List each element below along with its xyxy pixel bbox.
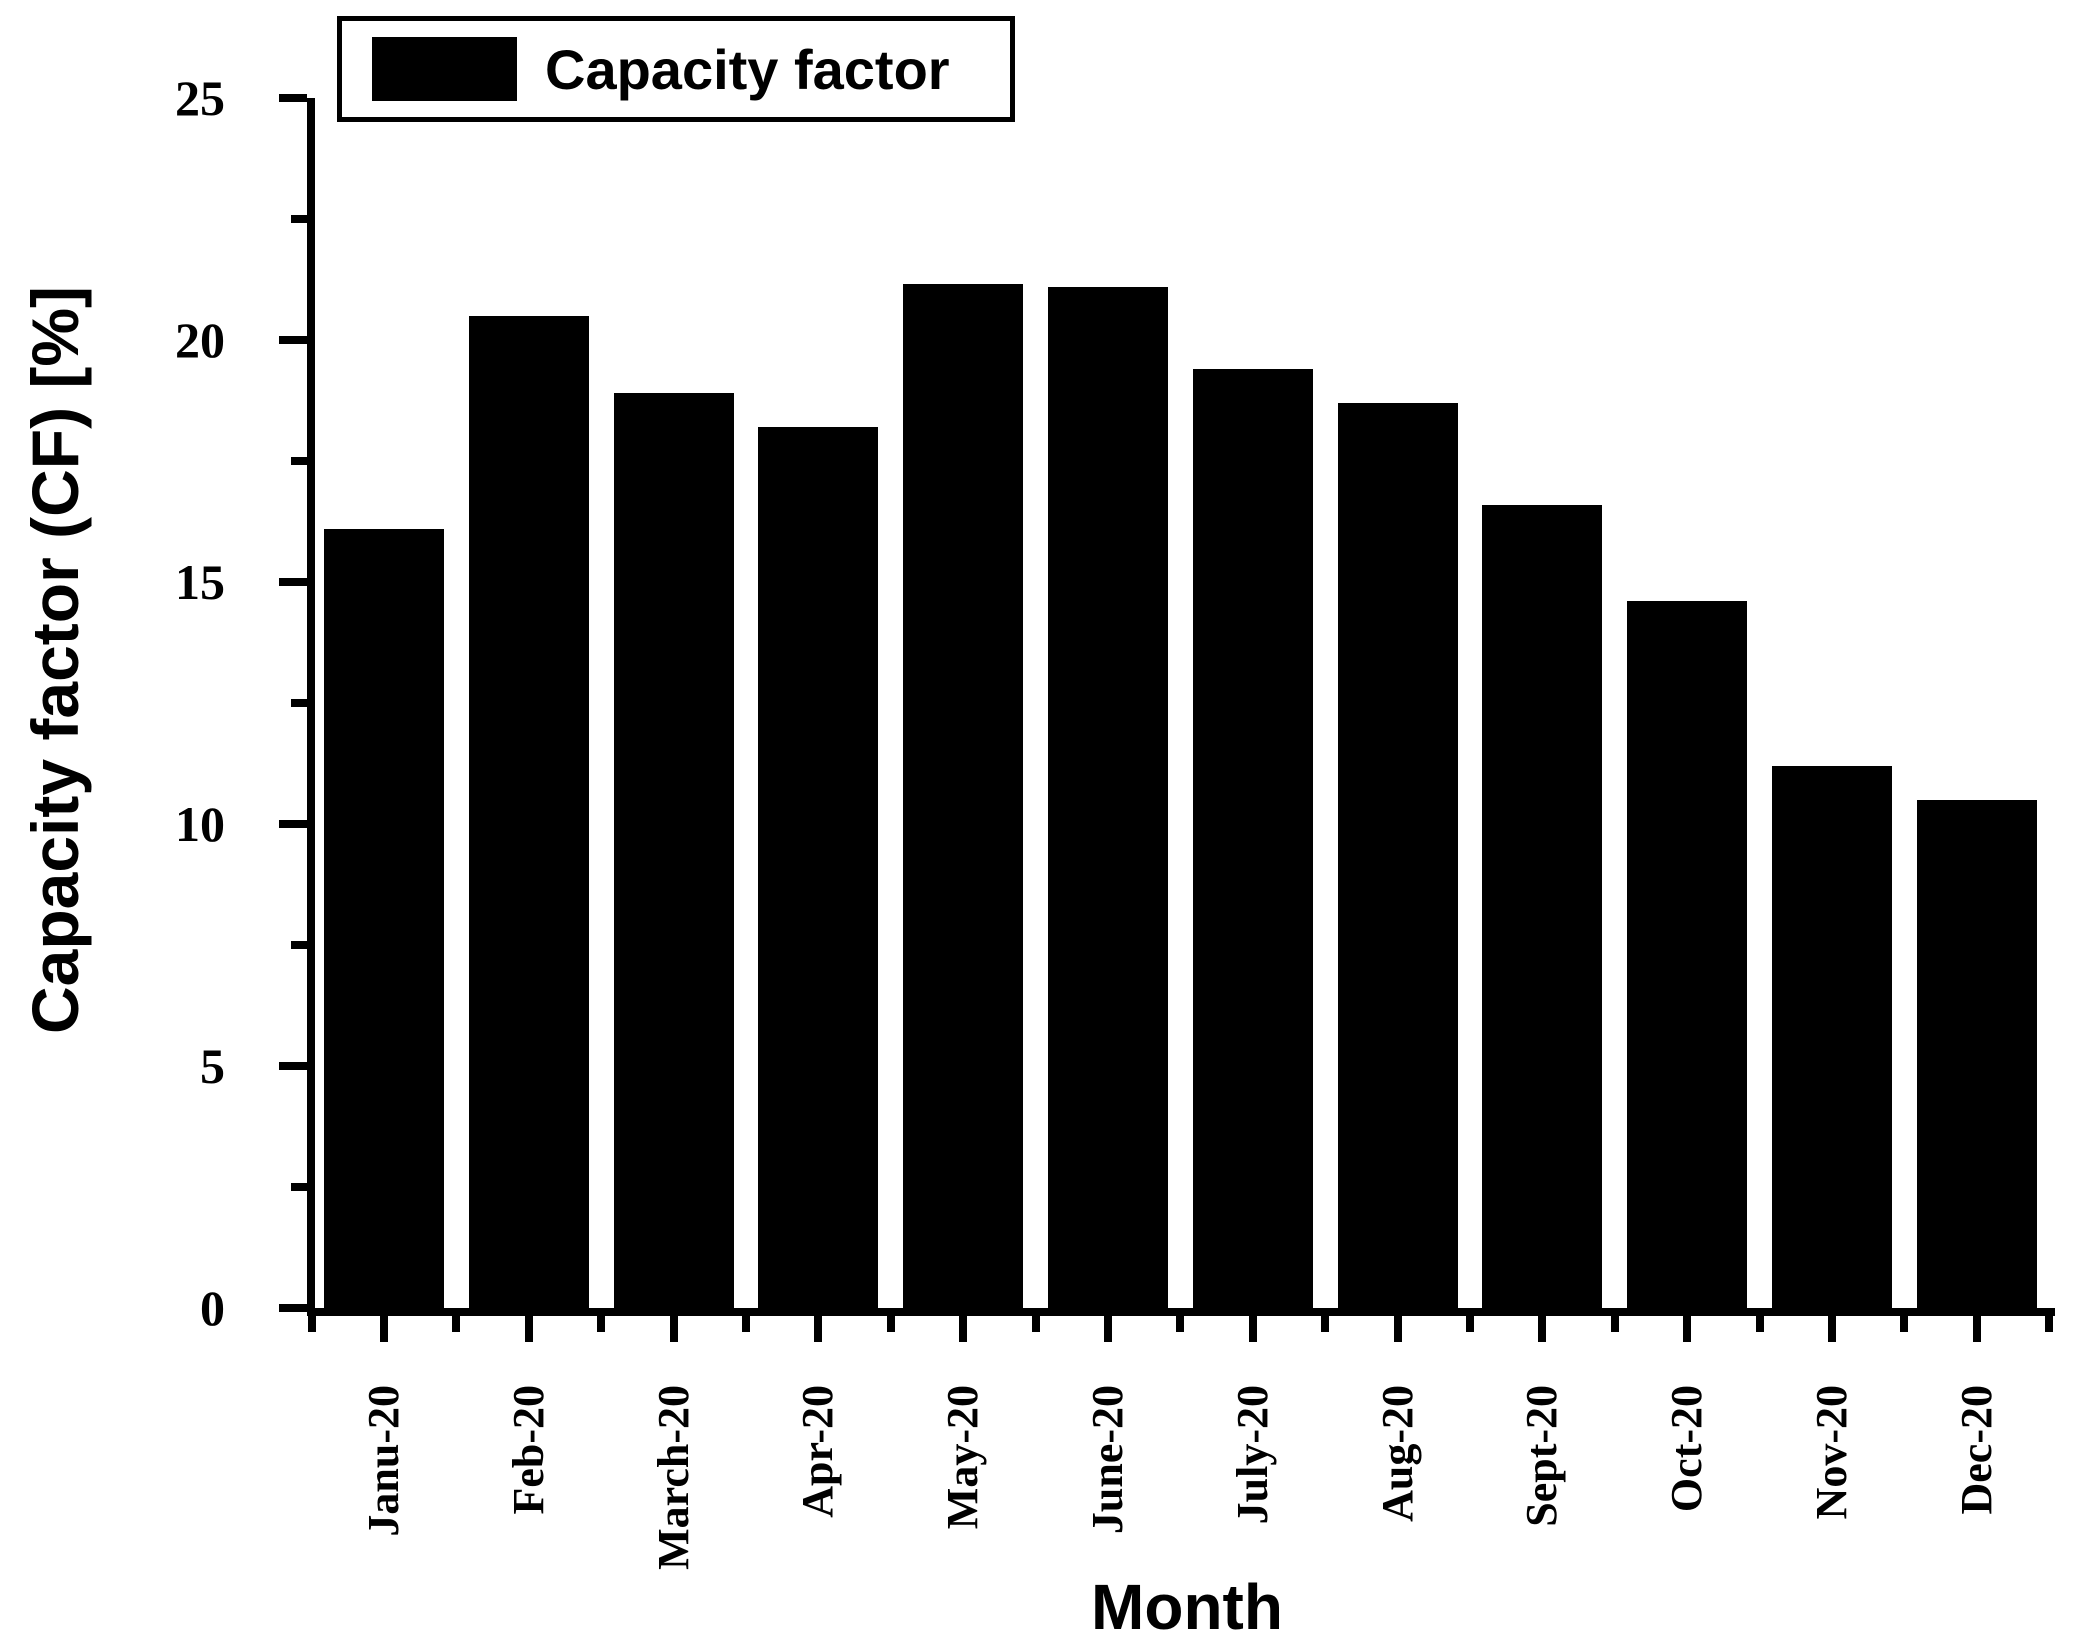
bar-Sept-20 xyxy=(1482,505,1603,1308)
x-major-tick xyxy=(1393,1316,1402,1342)
y-tick-label: 10 xyxy=(175,796,225,852)
x-major-tick xyxy=(1683,1316,1692,1342)
bar-Janu-20 xyxy=(324,529,444,1308)
x-minor-tick xyxy=(1321,1316,1330,1332)
y-minor-tick xyxy=(291,941,307,949)
x-major-tick xyxy=(1248,1316,1257,1342)
x-tick-label: Janu-20 xyxy=(359,1385,408,1537)
y-major-tick xyxy=(279,820,307,828)
y-tick-label: 15 xyxy=(175,554,225,610)
x-minor-tick xyxy=(1755,1316,1764,1332)
y-minor-tick xyxy=(291,699,307,707)
x-major-tick xyxy=(1828,1316,1836,1342)
x-major-tick xyxy=(669,1316,678,1342)
bar-July-20 xyxy=(1192,369,1313,1308)
x-tick-label: Sept-20 xyxy=(1517,1385,1567,1527)
x-tick-label: Nov-20 xyxy=(1807,1385,1856,1520)
x-tick-label: Dec-20 xyxy=(1951,1385,2001,1515)
y-tick-label: 25 xyxy=(175,70,225,126)
x-minor-tick xyxy=(1900,1316,1909,1332)
legend-swatch-icon xyxy=(372,37,517,101)
x-minor-tick xyxy=(886,1316,895,1332)
plot-area xyxy=(307,98,2055,1316)
x-minor-tick xyxy=(1610,1316,1619,1332)
x-tick-label: July-20 xyxy=(1227,1385,1277,1525)
x-major-tick xyxy=(1104,1316,1112,1342)
x-tick-label: Oct-20 xyxy=(1662,1385,1712,1513)
bar-Oct-20 xyxy=(1627,601,1748,1308)
x-tick-label: March-20 xyxy=(648,1385,698,1570)
x-tick-label: Apr-20 xyxy=(793,1385,843,1518)
y-minor-tick xyxy=(291,457,307,465)
x-major-tick xyxy=(959,1316,968,1342)
x-major-tick xyxy=(380,1316,388,1342)
bar-Apr-20 xyxy=(758,427,879,1308)
x-major-tick xyxy=(524,1316,533,1342)
bar-June-20 xyxy=(1048,287,1168,1308)
x-axis-title: Month xyxy=(1091,1571,1283,1636)
bar-Dec-20 xyxy=(1916,800,2037,1308)
y-tick-label: 5 xyxy=(200,1038,225,1094)
x-minor-tick xyxy=(2045,1316,2054,1332)
x-tick-label: May-20 xyxy=(938,1385,988,1530)
bar-Feb-20 xyxy=(468,316,589,1308)
x-minor-tick xyxy=(742,1316,750,1332)
y-tick-label: 0 xyxy=(200,1280,225,1336)
x-major-tick xyxy=(1538,1316,1547,1342)
x-major-tick xyxy=(1972,1316,1981,1342)
y-tick-label: 20 xyxy=(175,312,225,368)
x-minor-tick xyxy=(1031,1316,1040,1332)
y-major-tick xyxy=(279,94,307,102)
bar-Aug-20 xyxy=(1337,403,1458,1308)
bar-March-20 xyxy=(613,393,734,1308)
x-minor-tick xyxy=(1466,1316,1474,1332)
x-minor-tick xyxy=(597,1316,606,1332)
x-tick-label: June-20 xyxy=(1083,1385,1132,1535)
x-minor-tick xyxy=(307,1316,316,1332)
y-major-tick xyxy=(279,1062,307,1070)
bar-May-20 xyxy=(903,284,1024,1308)
bar-Nov-20 xyxy=(1772,766,1892,1308)
y-major-tick xyxy=(279,578,307,586)
y-major-tick xyxy=(279,336,307,344)
x-major-tick xyxy=(814,1316,823,1342)
legend: Capacity factor xyxy=(337,16,1015,122)
x-tick-label: Aug-20 xyxy=(1372,1385,1422,1522)
y-major-tick xyxy=(279,1304,307,1312)
x-minor-tick xyxy=(1176,1316,1185,1332)
y-minor-tick xyxy=(291,1183,307,1191)
y-minor-tick xyxy=(291,215,307,223)
x-tick-label: Feb-20 xyxy=(503,1385,553,1515)
x-minor-tick xyxy=(452,1316,461,1332)
legend-label: Capacity factor xyxy=(545,37,950,101)
